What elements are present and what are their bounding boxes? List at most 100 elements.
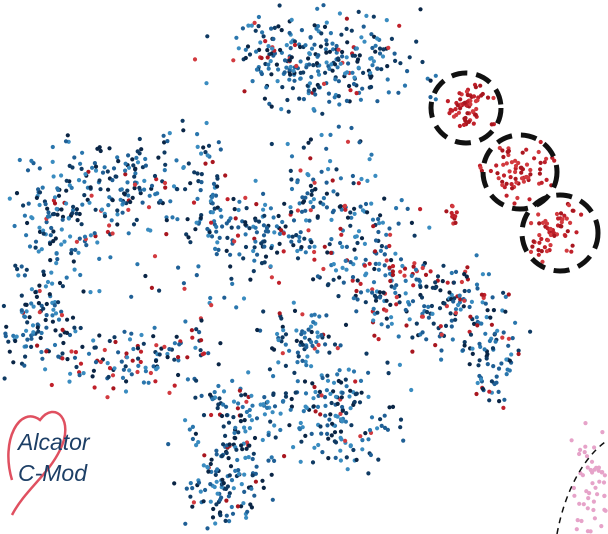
point <box>352 207 356 211</box>
point <box>389 315 393 319</box>
point <box>26 168 30 172</box>
point <box>175 217 179 221</box>
point <box>67 380 71 384</box>
point <box>84 243 88 247</box>
point <box>457 91 461 95</box>
point <box>463 101 467 105</box>
point <box>154 359 158 363</box>
point <box>283 70 287 74</box>
point <box>529 250 533 254</box>
point <box>73 248 77 252</box>
point <box>352 296 356 300</box>
point <box>173 341 177 345</box>
point <box>563 234 567 238</box>
point <box>440 333 444 337</box>
point <box>240 482 244 486</box>
point <box>364 202 368 206</box>
point <box>18 158 22 162</box>
point <box>23 214 27 218</box>
point <box>251 473 255 477</box>
point <box>488 316 492 320</box>
point <box>360 87 364 91</box>
point <box>302 97 306 101</box>
point <box>385 299 389 303</box>
point <box>210 458 214 462</box>
point <box>319 44 323 48</box>
point <box>90 166 94 170</box>
point <box>225 413 229 417</box>
point <box>48 292 52 296</box>
point <box>69 349 73 353</box>
point <box>373 249 377 253</box>
point <box>196 145 200 149</box>
point <box>508 169 512 173</box>
point <box>438 288 442 292</box>
point <box>558 224 562 228</box>
point <box>49 271 53 275</box>
point <box>110 218 114 222</box>
point <box>48 242 52 246</box>
point <box>372 307 376 311</box>
point <box>261 438 265 442</box>
point <box>506 344 510 348</box>
point <box>236 504 240 508</box>
point <box>475 253 479 257</box>
point <box>155 191 159 195</box>
point <box>259 403 263 407</box>
point <box>281 399 285 403</box>
point <box>65 276 69 280</box>
point <box>53 195 57 199</box>
point <box>344 323 348 327</box>
point <box>508 368 512 372</box>
point <box>163 186 167 190</box>
point <box>585 454 589 458</box>
point <box>438 306 442 310</box>
point <box>142 342 146 346</box>
point <box>290 18 294 22</box>
point <box>320 112 324 116</box>
point <box>124 389 128 393</box>
point <box>269 59 273 63</box>
point <box>274 435 278 439</box>
point <box>336 402 340 406</box>
point <box>491 364 495 368</box>
point <box>308 245 312 249</box>
point <box>290 397 294 401</box>
point <box>46 280 50 284</box>
point <box>54 236 58 240</box>
point <box>487 272 491 276</box>
point <box>229 277 233 281</box>
point <box>368 157 372 161</box>
point <box>149 371 153 375</box>
point <box>405 69 409 73</box>
point <box>241 405 245 409</box>
point <box>334 456 338 460</box>
point <box>430 312 434 316</box>
point <box>242 426 246 430</box>
point <box>368 262 372 266</box>
point <box>248 408 252 412</box>
point <box>138 151 142 155</box>
point <box>595 492 599 496</box>
point <box>124 364 128 368</box>
point <box>377 337 381 341</box>
point <box>383 252 387 256</box>
point <box>312 250 316 254</box>
point <box>254 226 258 230</box>
point <box>302 331 306 335</box>
point <box>199 152 203 156</box>
point <box>232 400 236 404</box>
point <box>44 318 48 322</box>
point <box>385 18 389 22</box>
point <box>372 15 376 19</box>
point <box>383 263 387 267</box>
point <box>279 412 283 416</box>
point <box>310 47 314 51</box>
point <box>37 226 41 230</box>
point <box>491 96 495 100</box>
point <box>362 40 366 44</box>
point <box>517 352 521 356</box>
point <box>328 392 332 396</box>
point <box>501 291 505 295</box>
point <box>23 273 27 277</box>
